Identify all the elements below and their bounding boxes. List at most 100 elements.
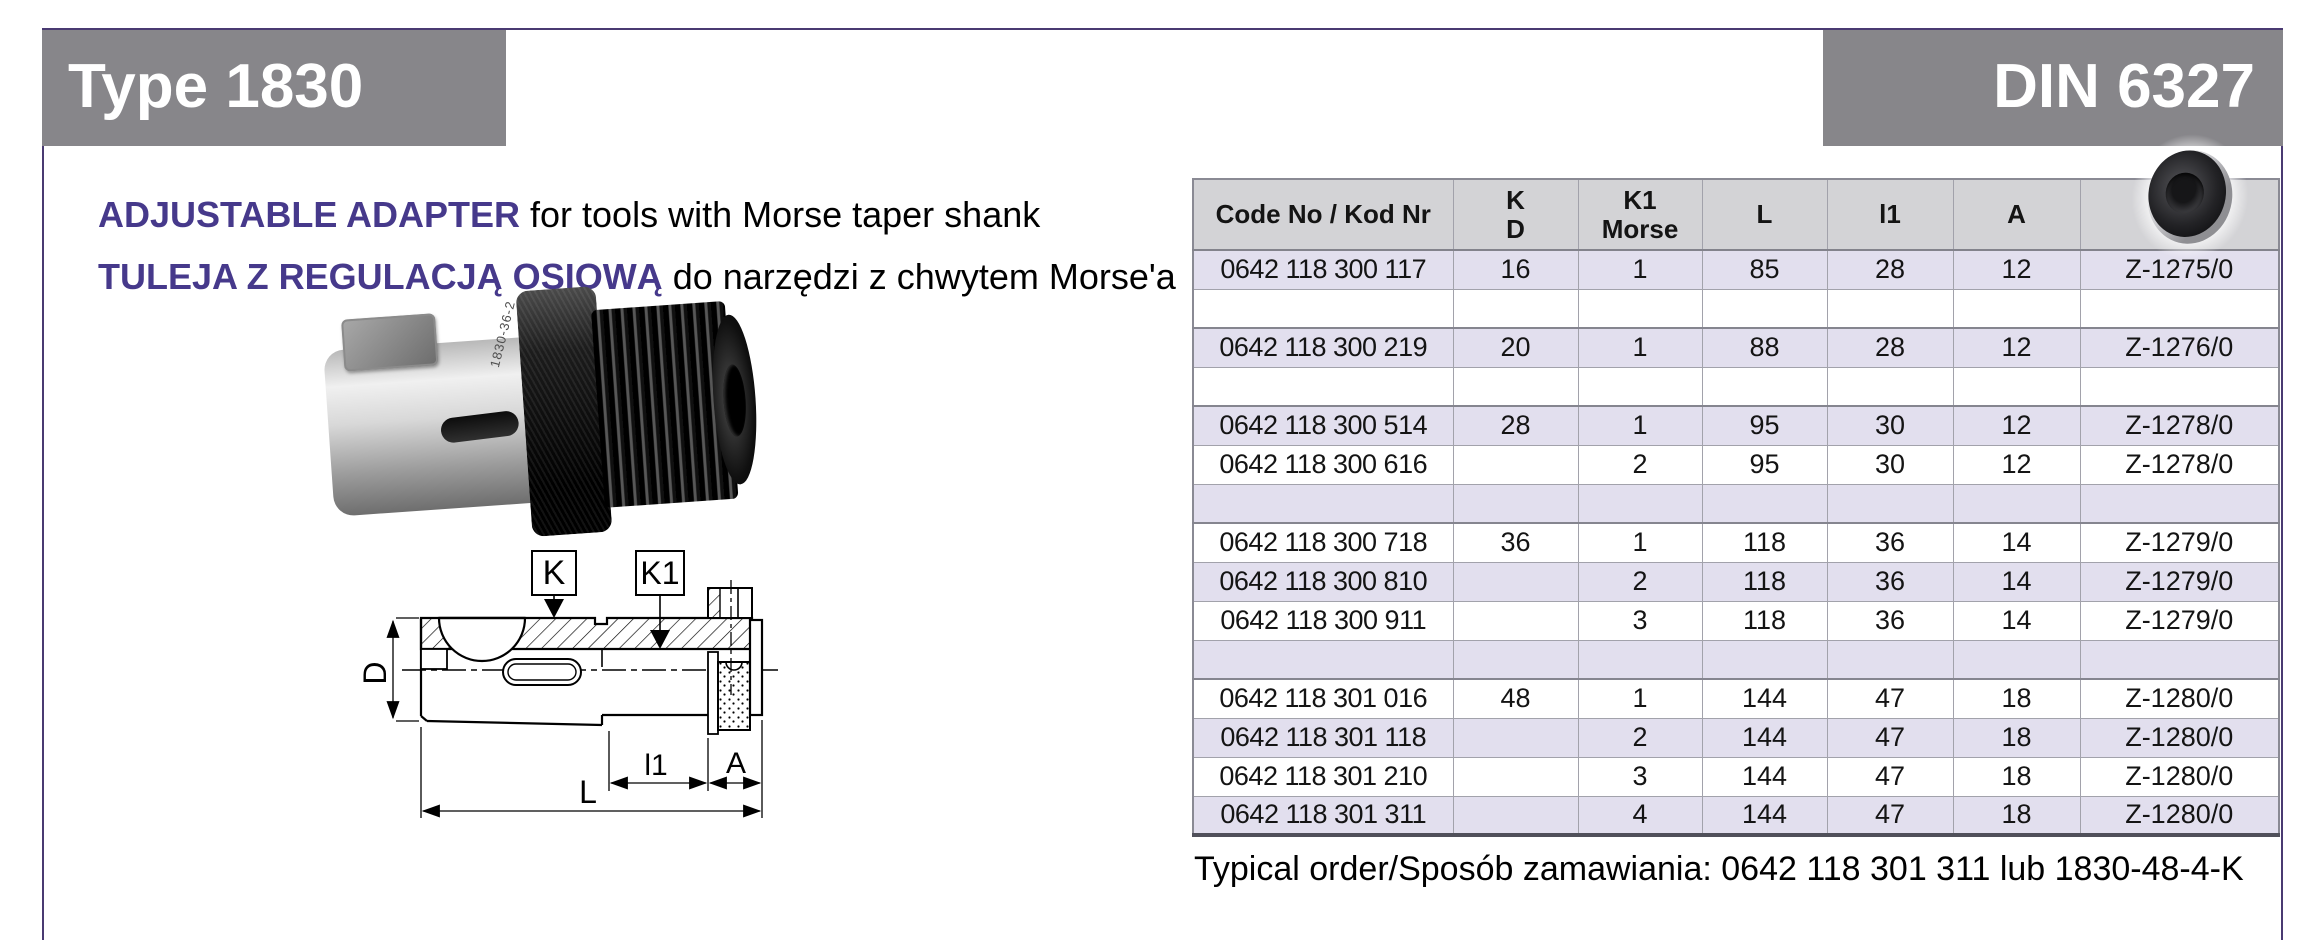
technical-drawing: K K1 D l1 A L	[357, 550, 778, 818]
cell-a	[1952, 483, 2081, 524]
cell-z: Z-1279/0	[2079, 522, 2280, 563]
cell-l1: 36	[1826, 600, 1954, 641]
cell-code: 0642 118 301 311	[1192, 795, 1454, 836]
cell-k1	[1577, 366, 1703, 407]
table-row: 0642 118 301 210 3 144 47 18 Z-1280/0	[1192, 756, 2280, 797]
cell-a: 14	[1952, 522, 2081, 563]
cell-l1: 47	[1826, 756, 1954, 797]
product-photo: 1830-36-2	[320, 275, 764, 550]
cell-l1: 28	[1826, 249, 1954, 290]
typical-order-note: Typical order/Sposób zamawiania: 0642 11…	[1194, 850, 2244, 888]
cell-code: 0642 118 301 016	[1192, 678, 1454, 719]
spec-table-body: 0642 118 300 117 16 1 85 28 12 Z-1275/0 0642 11…	[1192, 249, 2280, 836]
cell-a	[1952, 366, 2081, 407]
drawing-label-k1: K1	[640, 555, 679, 591]
header-l: L	[1701, 178, 1828, 251]
spacer-row	[1192, 366, 2280, 407]
cell-a: 14	[1952, 600, 2081, 641]
retaining-ring-photo	[2118, 121, 2262, 273]
cell-k1	[1577, 288, 1703, 329]
table-row: 0642 118 300 616 2 95 30 12 Z-1278/0	[1192, 444, 2280, 485]
cell-k	[1452, 366, 1579, 407]
cell-a: 12	[1952, 327, 2081, 368]
cell-z: Z-1280/0	[2079, 678, 2280, 719]
cell-l1	[1826, 366, 1954, 407]
header-k1-morse: K1 Morse	[1577, 178, 1703, 251]
cell-z	[2079, 288, 2280, 329]
cell-k: 28	[1452, 405, 1579, 446]
cell-z: Z-1279/0	[2079, 561, 2280, 602]
cell-l: 144	[1701, 756, 1828, 797]
cell-a	[1952, 639, 2081, 680]
cell-k	[1452, 444, 1579, 485]
cell-a: 14	[1952, 561, 2081, 602]
table-row: 0642 118 300 911 3 118 36 14 Z-1279/0	[1192, 600, 2280, 641]
cell-l	[1701, 483, 1828, 524]
cell-code: 0642 118 300 911	[1192, 600, 1454, 641]
table-row: 0642 118 301 311 4 144 47 18 Z-1280/0	[1192, 795, 2280, 836]
cell-l1	[1826, 639, 1954, 680]
cell-l: 85	[1701, 249, 1828, 290]
cell-k1: 3	[1577, 756, 1703, 797]
table-row: 0642 118 301 016 48 1 144 47 18 Z-1280/0	[1192, 678, 2280, 719]
cell-k1: 2	[1577, 561, 1703, 602]
cell-k1	[1577, 639, 1703, 680]
cell-k	[1452, 561, 1579, 602]
cell-code	[1192, 639, 1454, 680]
spec-table: Code No / Kod Nr K D K1 Morse L l1 A 064…	[1192, 178, 2280, 837]
cell-l	[1701, 288, 1828, 329]
cell-k1: 1	[1577, 522, 1703, 563]
cell-a: 12	[1952, 405, 2081, 446]
header-a: A	[1952, 178, 2081, 251]
cell-code	[1192, 288, 1454, 329]
photo-flat	[341, 313, 439, 372]
cell-k	[1452, 483, 1579, 524]
cell-z: Z-1280/0	[2079, 717, 2280, 758]
header-d: D	[1506, 213, 1525, 244]
table-row: 0642 118 300 810 2 118 36 14 Z-1279/0	[1192, 561, 2280, 602]
description-pl: TULEJA Z REGULACJĄ OSIOWĄ do narzędzi z …	[98, 256, 1176, 298]
cell-k1: 1	[1577, 327, 1703, 368]
type-band: Type 1830	[42, 30, 506, 146]
description-en: ADJUSTABLE ADAPTER for tools with Morse …	[98, 194, 1040, 236]
cell-k: 48	[1452, 678, 1579, 719]
cell-l1: 30	[1826, 444, 1954, 485]
cell-a: 18	[1952, 795, 2081, 836]
header-k-d: K D	[1452, 178, 1579, 251]
spacer-row	[1192, 288, 2280, 329]
cell-l: 144	[1701, 795, 1828, 836]
header-code: Code No / Kod Nr	[1192, 178, 1454, 251]
cell-l1: 47	[1826, 795, 1954, 836]
table-row: 0642 118 300 219 20 1 88 28 12 Z-1276/0	[1192, 327, 2280, 368]
cell-l1: 36	[1826, 561, 1954, 602]
din-standard-label: DIN 6327	[1993, 52, 2255, 121]
cell-code: 0642 118 300 219	[1192, 327, 1454, 368]
cell-code: 0642 118 301 118	[1192, 717, 1454, 758]
drawing-label-l1: l1	[644, 749, 667, 782]
description-pl-rest: do narzędzi z chwytem Morse'a	[662, 256, 1176, 297]
cell-z: Z-1278/0	[2079, 405, 2280, 446]
header-k: K	[1506, 184, 1525, 215]
din-band: DIN 6327	[1823, 30, 2283, 146]
cell-code: 0642 118 300 616	[1192, 444, 1454, 485]
page-frame	[42, 28, 2283, 940]
cell-k	[1452, 639, 1579, 680]
cell-z: Z-1279/0	[2079, 600, 2280, 641]
cell-code: 0642 118 300 810	[1192, 561, 1454, 602]
spacer-row	[1192, 483, 2280, 524]
cell-l	[1701, 639, 1828, 680]
cell-k: 16	[1452, 249, 1579, 290]
cell-k1: 2	[1577, 717, 1703, 758]
header-k1: K1	[1623, 184, 1657, 215]
cell-k: 36	[1452, 522, 1579, 563]
cell-l: 144	[1701, 717, 1828, 758]
description-en-rest: for tools with Morse taper shank	[520, 194, 1041, 235]
cell-code: 0642 118 301 210	[1192, 756, 1454, 797]
cell-l1: 36	[1826, 522, 1954, 563]
cell-k1: 1	[1577, 678, 1703, 719]
cell-a: 12	[1952, 444, 2081, 485]
cell-l1: 28	[1826, 327, 1954, 368]
cell-k1: 4	[1577, 795, 1703, 836]
drawing-label-k: K	[543, 554, 566, 592]
